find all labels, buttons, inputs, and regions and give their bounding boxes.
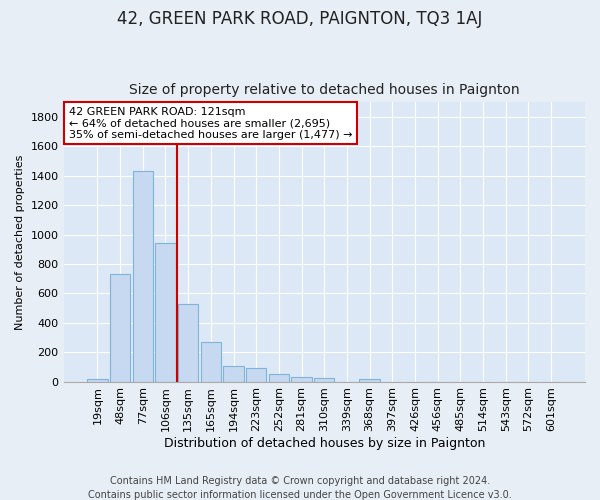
Bar (223, 366, 244, 382)
Y-axis label: Number of detached properties: Number of detached properties (15, 154, 25, 330)
Bar (359, 380, 380, 382)
Bar (87, 378, 107, 382)
Text: 42 GREEN PARK ROAD: 121sqm
← 64% of detached houses are smaller (2,695)
35% of s: 42 GREEN PARK ROAD: 121sqm ← 64% of deta… (69, 106, 352, 140)
Bar (269, 374, 289, 382)
Bar (292, 377, 312, 382)
Text: 42, GREEN PARK ROAD, PAIGNTON, TQ3 1AJ: 42, GREEN PARK ROAD, PAIGNTON, TQ3 1AJ (118, 10, 482, 28)
Bar (110, 274, 130, 382)
Bar (246, 368, 266, 382)
Bar (178, 304, 199, 382)
Bar (133, 172, 153, 382)
Bar (200, 342, 221, 382)
X-axis label: Distribution of detached houses by size in Paignton: Distribution of detached houses by size … (164, 437, 485, 450)
Title: Size of property relative to detached houses in Paignton: Size of property relative to detached ho… (129, 83, 520, 97)
Bar (314, 378, 334, 382)
Text: Contains HM Land Registry data © Crown copyright and database right 2024.
Contai: Contains HM Land Registry data © Crown c… (88, 476, 512, 500)
Bar (155, 244, 176, 382)
